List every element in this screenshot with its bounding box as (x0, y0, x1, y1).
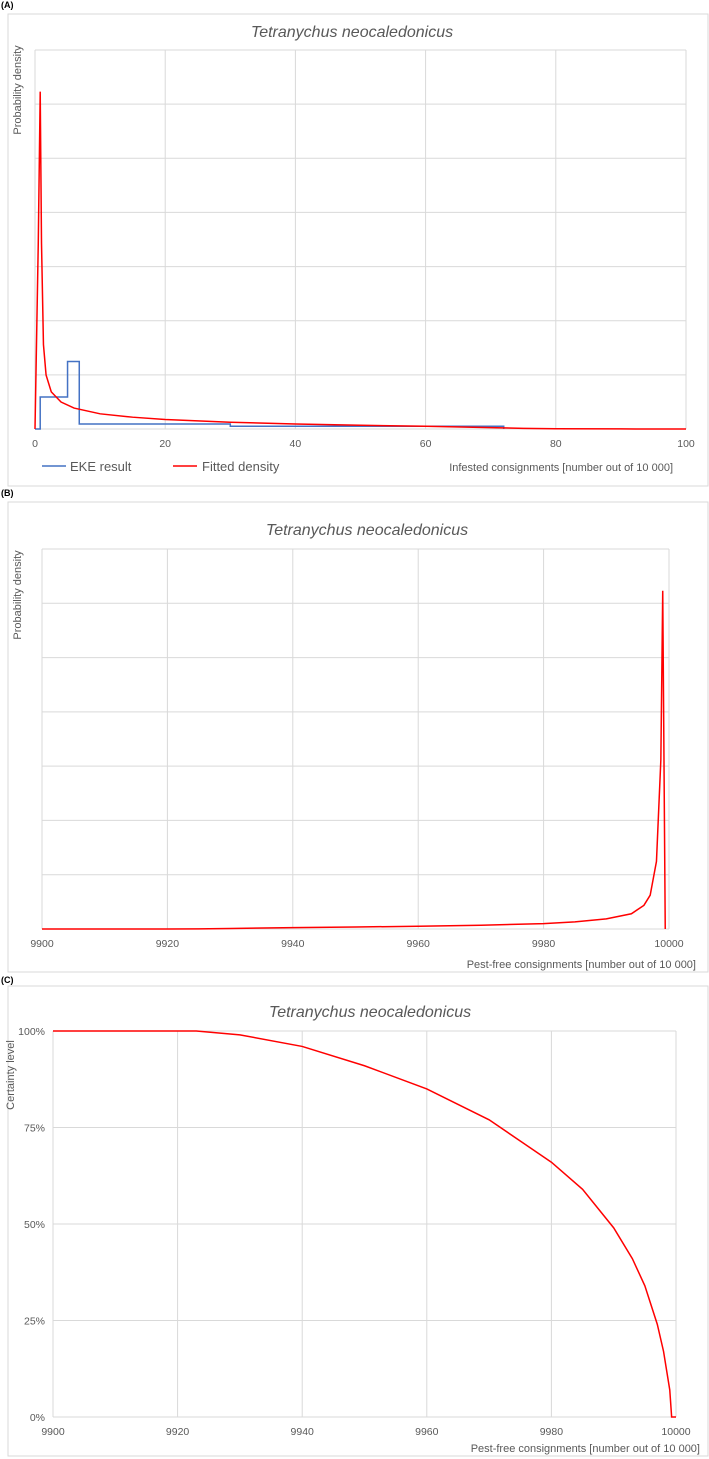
panel-label-a: (A) (1, 0, 14, 10)
eke-result-line (35, 360, 505, 430)
panel-c-grid (52, 1030, 677, 1418)
x-tick-label: 60 (420, 438, 432, 450)
panel-a-series (34, 91, 687, 430)
x-tick-label: 9900 (41, 1426, 65, 1438)
x-tick-label: 9920 (166, 1426, 190, 1438)
panel-b-title: Tetranychus neocaledonicus (266, 522, 468, 539)
certainty-line (53, 1030, 676, 1418)
x-tick-label: 9980 (532, 938, 556, 950)
panel-b-grid (41, 548, 670, 930)
panel-a: Tetranychus neocaledonicus Probability d… (7, 13, 709, 487)
panel-c-xlabel: Pest-free consignments [number out of 10… (471, 1443, 700, 1455)
panel-label-b: (B) (1, 488, 14, 498)
y-tick-label: 75% (24, 1123, 45, 1135)
panel-b-series (42, 590, 666, 930)
y-tick-label: 100% (18, 1026, 45, 1038)
x-tick-label: 9940 (291, 1426, 315, 1438)
panel-b-ylabel: Probability density (12, 550, 24, 640)
panel-a-frame (7, 13, 709, 487)
panel-label-c: (C) (1, 975, 14, 985)
legend-label-fitted-density: Fitted density (202, 459, 280, 474)
panel-b-frame (7, 501, 709, 973)
x-tick-label: 9920 (156, 938, 180, 950)
panel-c-title: Tetranychus neocaledonicus (269, 1004, 471, 1021)
panel-b-ticks: 9900 9920 9940 9960 9980 10000 (30, 938, 683, 950)
panel-c: Tetranychus neocaledonicus Certainty lev… (5, 985, 709, 1457)
panel-a-legend: EKE result Fitted density (42, 459, 280, 474)
panel-a-grid (34, 49, 687, 430)
panel-a-ylabel: Probability density (12, 45, 24, 135)
y-tick-label: 50% (24, 1219, 45, 1231)
panel-b: Tetranychus neocaledonicus Probability d… (7, 501, 709, 973)
y-tick-label: 0% (30, 1412, 45, 1424)
x-tick-label: 9940 (281, 938, 305, 950)
panel-c-series (53, 1030, 676, 1418)
x-tick-label: 9900 (30, 938, 54, 950)
panel-a-title: Tetranychus neocaledonicus (251, 24, 453, 41)
legend-label-eke-result: EKE result (70, 459, 132, 474)
x-tick-label: 9960 (415, 1426, 439, 1438)
y-tick-label: 25% (24, 1316, 45, 1328)
fitted-density-line (34, 91, 687, 430)
panel-a-xlabel: Infested consignments [number out of 10 … (449, 462, 673, 474)
x-tick-label: 10000 (654, 938, 683, 950)
x-tick-label: 40 (290, 438, 302, 450)
x-tick-label: 0 (32, 438, 38, 450)
panel-c-frame (7, 985, 709, 1457)
panel-b-xlabel: Pest-free consignments [number out of 10… (467, 959, 696, 971)
panel-c-ticks: 9900 9920 9940 9960 9980 10000 0% 25% 50% 75% 100% (18, 1026, 691, 1438)
x-tick-label: 20 (159, 438, 171, 450)
panel-c-ylabel: Certainty level (5, 1040, 17, 1110)
x-tick-label: 80 (550, 438, 562, 450)
x-tick-label: 9980 (540, 1426, 564, 1438)
x-tick-label: 100 (677, 438, 695, 450)
panel-a-ticks: 0 20 40 60 80 100 (32, 438, 695, 450)
x-tick-label: 9960 (407, 938, 431, 950)
fitted-density-line (42, 590, 666, 930)
x-tick-label: 10000 (661, 1426, 690, 1438)
